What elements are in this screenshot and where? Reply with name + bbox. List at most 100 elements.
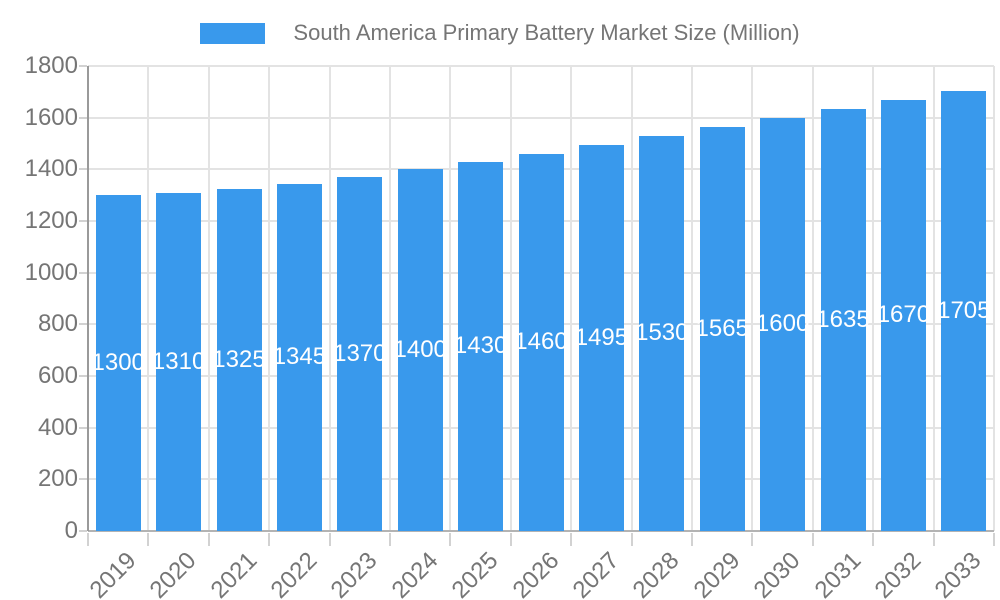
x-tick-mark bbox=[509, 533, 512, 546]
y-tick-mark bbox=[79, 271, 87, 274]
gridline-v bbox=[389, 66, 391, 531]
gridline-v bbox=[449, 66, 452, 531]
y-tick-label: 0 bbox=[64, 517, 78, 544]
x-tick-label: 2025 bbox=[446, 547, 504, 600]
x-tick-label: 2030 bbox=[748, 547, 806, 600]
bar-value-label: 1370 bbox=[333, 340, 387, 368]
bar-value-label: 1460 bbox=[514, 328, 568, 356]
x-tick-label: 2026 bbox=[507, 547, 565, 600]
y-axis-line bbox=[87, 66, 89, 531]
x-tick-label: 2032 bbox=[869, 547, 927, 600]
x-tick-mark bbox=[932, 533, 935, 546]
x-tick-mark bbox=[993, 533, 995, 546]
gridline-v bbox=[691, 66, 693, 531]
x-tick-mark bbox=[751, 533, 754, 546]
gridline-h bbox=[88, 65, 994, 67]
x-axis-line bbox=[88, 530, 994, 532]
gridline-v bbox=[147, 66, 150, 531]
x-tick-mark bbox=[570, 533, 573, 546]
bar-value-label: 1325 bbox=[212, 345, 266, 373]
x-tick-mark bbox=[449, 533, 452, 546]
x-tick-label: 2027 bbox=[567, 547, 625, 600]
bar[interactable]: 1600 bbox=[756, 117, 809, 531]
x-tick-label: 2028 bbox=[628, 547, 685, 600]
bar-value-label: 1400 bbox=[393, 336, 447, 364]
x-tick-label: 2020 bbox=[144, 547, 202, 600]
x-tick-label: 2029 bbox=[688, 547, 746, 600]
bar-value-label: 1345 bbox=[272, 343, 327, 371]
y-tick-label: 1000 bbox=[24, 258, 78, 286]
x-tick-label: 2031 bbox=[809, 547, 867, 600]
x-tick-mark bbox=[630, 533, 633, 546]
y-tick-label: 200 bbox=[37, 465, 78, 493]
y-tick-mark bbox=[79, 168, 87, 171]
bar[interactable]: 1325 bbox=[212, 188, 266, 531]
x-tick-mark bbox=[207, 533, 210, 546]
x-tick-mark bbox=[389, 533, 391, 546]
legend: South America Primary Battery Market Siz… bbox=[0, 20, 1000, 46]
y-tick-mark bbox=[79, 323, 87, 326]
gridline-v bbox=[328, 66, 331, 531]
bar[interactable]: 1670 bbox=[877, 99, 930, 531]
bar-value-label: 1310 bbox=[151, 347, 206, 375]
plot-area: 1300 1310 1325 1345 1370 1400 1430 1460 1495 1530… bbox=[79, 65, 995, 546]
bar[interactable]: 1300 bbox=[91, 195, 145, 531]
y-tick-mark bbox=[79, 220, 87, 222]
gridline-v bbox=[630, 66, 633, 531]
bar[interactable]: 1530 bbox=[635, 135, 688, 531]
y-tick-mark bbox=[79, 116, 87, 119]
bar[interactable]: 1310 bbox=[152, 192, 205, 531]
x-tick-label: 2024 bbox=[386, 547, 444, 600]
legend-item[interactable]: South America Primary Battery Market Siz… bbox=[200, 20, 800, 46]
gridline-v bbox=[509, 66, 512, 531]
x-tick-mark bbox=[268, 533, 271, 546]
bar[interactable]: 1635 bbox=[816, 108, 870, 531]
bar-value-label: 1635 bbox=[816, 305, 870, 333]
bar-value-label: 1565 bbox=[695, 314, 749, 342]
y-tick-label: 1200 bbox=[24, 207, 78, 234]
bar[interactable]: 1705 bbox=[937, 90, 990, 531]
gridline-h bbox=[88, 116, 994, 119]
bar-value-label: 1430 bbox=[453, 332, 508, 360]
y-tick-label: 1800 bbox=[24, 52, 78, 79]
gridline-v bbox=[993, 66, 995, 531]
y-tick-label: 600 bbox=[37, 362, 78, 389]
y-tick-mark bbox=[79, 530, 87, 532]
gridline-v bbox=[570, 66, 573, 531]
bar-value-label: 1300 bbox=[91, 349, 145, 377]
legend-swatch bbox=[200, 22, 266, 44]
x-tick-label: 2033 bbox=[930, 547, 987, 600]
x-tick-label: 2019 bbox=[84, 547, 142, 600]
x-tick-label: 2021 bbox=[205, 547, 263, 600]
gridline-v bbox=[207, 66, 210, 531]
y-tick-mark bbox=[79, 426, 87, 429]
y-tick-label: 800 bbox=[37, 310, 78, 338]
bar-value-label: 1495 bbox=[574, 323, 629, 351]
bar[interactable]: 1495 bbox=[575, 144, 628, 531]
y-tick-label: 400 bbox=[37, 413, 78, 441]
bar[interactable]: 1460 bbox=[514, 153, 568, 531]
y-tick-label: 1600 bbox=[24, 103, 78, 131]
x-tick-mark bbox=[87, 533, 89, 546]
bar[interactable]: 1400 bbox=[393, 169, 447, 531]
bar-value-label: 1705 bbox=[937, 296, 991, 324]
bar-value-label: 1530 bbox=[635, 319, 689, 347]
gridline-v bbox=[268, 66, 271, 531]
bar-value-label: 1600 bbox=[755, 310, 810, 338]
gridline-v bbox=[872, 66, 875, 531]
x-tick-mark bbox=[872, 533, 875, 546]
x-tick-mark bbox=[811, 533, 814, 546]
x-tick-label: 2023 bbox=[326, 547, 383, 600]
gridline-v bbox=[751, 66, 754, 531]
x-tick-mark bbox=[691, 533, 693, 546]
bar[interactable]: 1565 bbox=[695, 126, 749, 531]
y-tick-mark bbox=[79, 65, 87, 67]
y-tick-label: 1400 bbox=[24, 155, 78, 183]
bar[interactable]: 1430 bbox=[454, 161, 507, 531]
bar[interactable]: 1345 bbox=[273, 183, 326, 531]
x-tick-mark bbox=[328, 533, 331, 546]
bar[interactable]: 1370 bbox=[333, 177, 386, 531]
x-tick-mark bbox=[147, 533, 150, 546]
gridline-v bbox=[932, 66, 935, 531]
